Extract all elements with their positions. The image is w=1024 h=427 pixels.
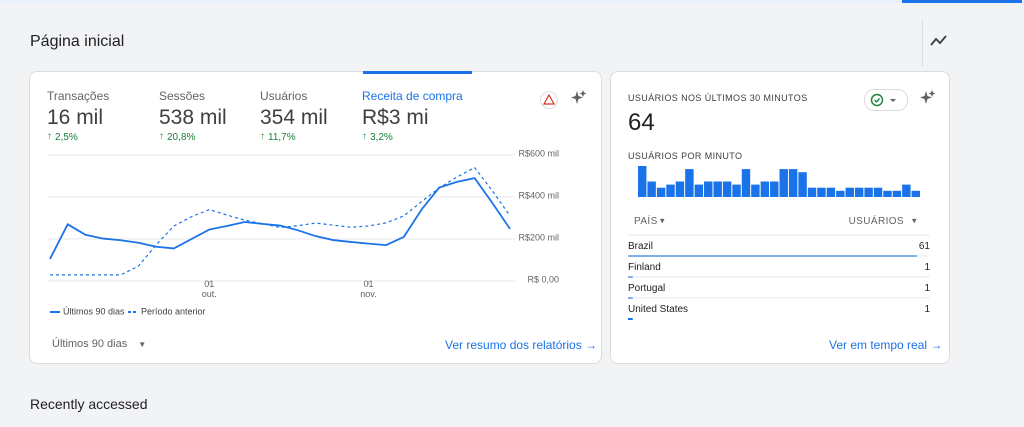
country-name: Portugal — [628, 283, 666, 294]
metric-arrow: ↑ — [159, 131, 164, 142]
country-users: 1 — [924, 262, 930, 273]
country-users: 61 — [918, 241, 930, 252]
line-series — [49, 177, 511, 260]
active-indicator — [902, 0, 1022, 3]
bar — [770, 181, 779, 197]
alert-icon[interactable] — [540, 91, 558, 109]
metric-value: 538 mil — [159, 106, 227, 129]
top-bar — [0, 0, 1024, 3]
metric-value: 16 mil — [47, 106, 104, 129]
bar — [685, 169, 694, 197]
bar — [902, 184, 911, 197]
metric-arrow: ↑ — [362, 131, 367, 142]
bar — [647, 181, 656, 197]
sparkle-icon[interactable] — [571, 90, 587, 106]
metric-arrow: ↑ — [47, 131, 52, 142]
bar-chart-title: USUÁRIOS POR MINUTO — [628, 151, 743, 161]
bar — [704, 181, 713, 197]
selected-tab — [363, 71, 472, 74]
bar — [854, 187, 864, 197]
bar — [911, 190, 920, 197]
bar — [713, 181, 722, 197]
x-tick-label: 01 nov. — [360, 279, 377, 299]
bar — [836, 190, 845, 197]
realtime-count: 64 — [628, 109, 655, 136]
sparkle-icon[interactable] — [920, 90, 936, 106]
recent-title: Recently accessed — [30, 396, 148, 412]
metric-value: 354 mil — [260, 106, 328, 129]
bar — [760, 181, 770, 197]
realtime-link-text: Ver em tempo real — [829, 338, 928, 352]
country-users: 1 — [924, 283, 930, 294]
realtime-link[interactable]: Ver em tempo real → — [829, 338, 943, 352]
metric-change: 2,5% — [55, 132, 78, 143]
bar — [694, 184, 704, 197]
country-users: 1 — [924, 304, 930, 315]
y-tick-label: R$ 0,00 — [527, 274, 559, 284]
bar — [864, 187, 873, 197]
y-tick-label: R$600 mil — [518, 148, 559, 158]
bar — [798, 172, 807, 197]
table-header: PAÍS — [634, 216, 658, 227]
range-text: Últimos 90 dias — [52, 338, 128, 350]
bar — [845, 187, 854, 197]
report-link[interactable]: Ver resumo dos relatórios → — [445, 338, 598, 352]
sort-icon: ▾ — [912, 215, 917, 225]
divider — [922, 20, 923, 66]
country-bar — [628, 318, 633, 320]
metric-change: 11,7% — [268, 132, 296, 143]
sort-icon: ▾ — [660, 215, 665, 225]
y-tick-label: R$400 mil — [518, 190, 559, 200]
country-name: Finland — [628, 262, 661, 273]
bar — [779, 169, 788, 197]
country-name: Brazil — [628, 241, 654, 252]
metric-value: R$3 mi — [362, 106, 429, 129]
legend-label: Período anterior — [141, 306, 206, 316]
bar — [722, 181, 732, 197]
bar — [873, 187, 883, 197]
bar — [892, 190, 902, 197]
y-tick-label: R$200 mil — [518, 232, 559, 242]
metric-label: Sessões — [159, 89, 206, 103]
metric-label: Transações — [47, 89, 110, 103]
overview-card — [29, 71, 602, 364]
metric-change: 20,8% — [167, 132, 196, 143]
bar — [638, 166, 647, 197]
bar — [732, 184, 741, 197]
legend-label: Últimos 90 dias — [63, 306, 125, 316]
table-header: USUÁRIOS — [848, 216, 904, 227]
metric-label: Usuários — [260, 89, 308, 103]
metric-arrow: ↑ — [260, 131, 265, 142]
bar — [666, 184, 675, 197]
country-name: United States — [628, 304, 689, 315]
report-link-text: Ver resumo dos relatórios — [445, 338, 582, 352]
bar — [788, 169, 798, 197]
bar — [675, 181, 685, 197]
range-selector[interactable]: Últimos 90 dias ▼ — [52, 338, 147, 350]
x-tick-label: 01 out. — [201, 279, 217, 299]
bar — [807, 187, 817, 197]
bar — [883, 190, 892, 197]
status-chip[interactable] — [864, 89, 908, 111]
bar — [751, 184, 760, 197]
line-series — [50, 166, 511, 276]
realtime-card — [610, 71, 950, 364]
realtime-title: USUÁRIOS NOS ÚLTIMOS 30 MINUTOS — [628, 93, 808, 103]
bar — [741, 169, 751, 197]
insights-icon[interactable] — [930, 33, 948, 47]
metric-label: Receita de compra — [362, 89, 463, 103]
bar — [656, 187, 666, 197]
bar — [817, 187, 826, 197]
metric-change: 3,2% — [370, 132, 393, 143]
page-title: Página inicial — [30, 33, 125, 50]
bar — [826, 187, 836, 197]
